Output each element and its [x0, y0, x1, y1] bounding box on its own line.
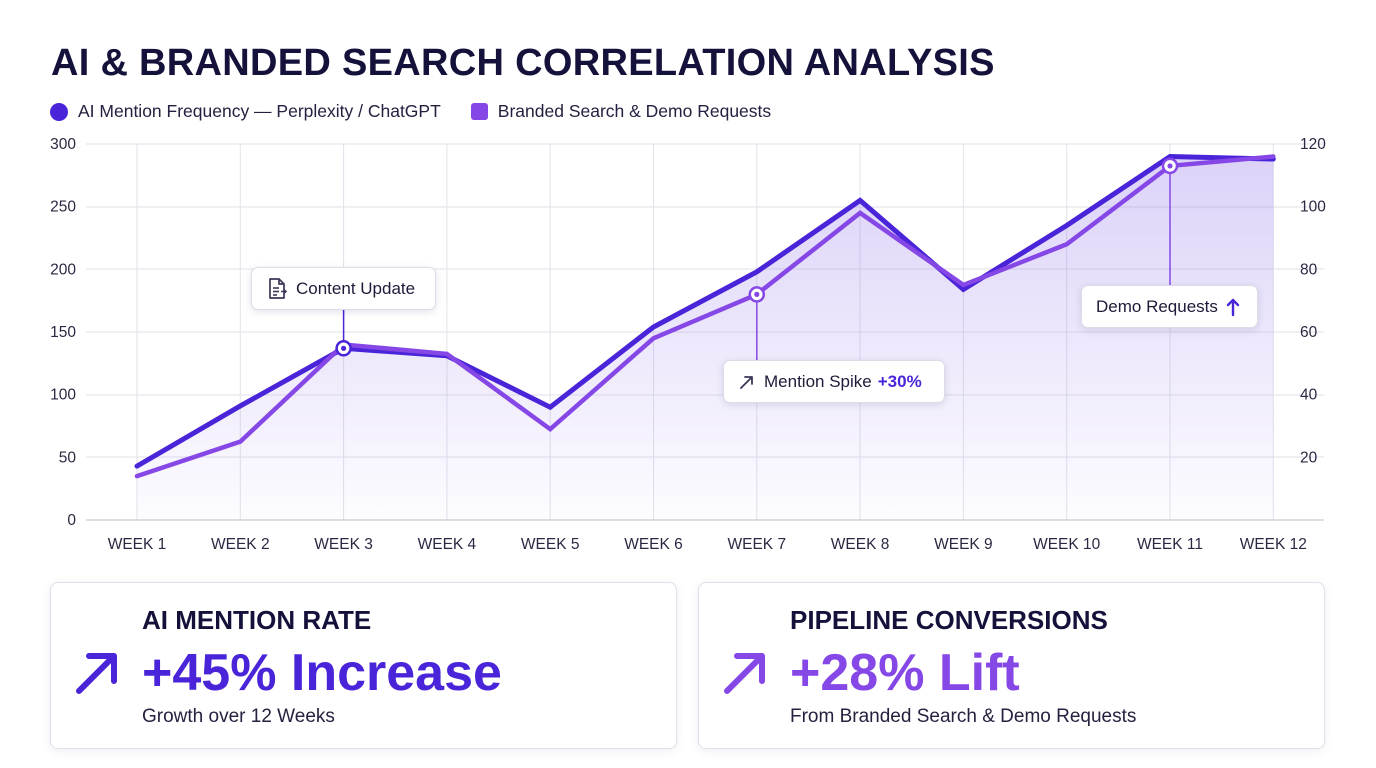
x-tick-label: WEEK 7	[728, 536, 787, 553]
x-tick-label: WEEK 3	[314, 536, 373, 553]
card-subtitle: From Branded Search & Demo Requests	[790, 706, 1137, 727]
card-title: PIPELINE CONVERSIONS	[790, 605, 1108, 635]
annotation-content-update: Content Update	[251, 267, 436, 310]
kpi-card-pipeline-conversions: PIPELINE CONVERSIONS +28% Lift From Bran…	[698, 582, 1325, 749]
legend-label: AI Mention Frequency — Perplexity / Chat…	[78, 101, 441, 121]
x-tick-label: WEEK 8	[831, 536, 890, 553]
x-tick-label: WEEK 1	[108, 536, 167, 553]
y-left-tick-label: 300	[50, 136, 76, 153]
annotation-demo-requests: Demo Requests	[1081, 285, 1258, 328]
x-tick-label: WEEK 6	[624, 536, 683, 553]
kpi-card-ai-mention-rate: AI MENTION RATE +45% Increase Growth ove…	[50, 582, 677, 749]
annotation-point-dot	[754, 291, 760, 297]
legend-item-ai-mentions: AI Mention Frequency — Perplexity / Chat…	[50, 101, 441, 122]
y-right-tick-label: 60	[1300, 324, 1318, 341]
annotation-highlight: +30%	[877, 371, 922, 391]
y-left-tick-label: 50	[59, 449, 77, 466]
annotation-label: Demo Requests	[1096, 296, 1218, 316]
chart-legend: AI Mention Frequency — Perplexity / Chat…	[50, 101, 801, 122]
card-subtitle: Growth over 12 Weeks	[142, 706, 335, 727]
chart-area-fill	[137, 156, 1274, 521]
y-right-tick-label: 40	[1300, 387, 1318, 404]
y-left-tick-label: 0	[67, 512, 76, 529]
x-tick-label: WEEK 9	[934, 536, 993, 553]
trend-up-arrow-icon	[75, 650, 121, 701]
y-right-tick-label: 20	[1300, 449, 1318, 466]
legend-circle-marker	[50, 102, 68, 121]
annotation-mention-spike: Mention Spike +30%	[723, 360, 945, 403]
y-left-tick-label: 200	[50, 261, 76, 278]
x-tick-label: WEEK 11	[1137, 536, 1203, 553]
trend-up-arrow-icon	[723, 650, 769, 701]
page-title: AI & BRANDED SEARCH CORRELATION ANALYSIS	[51, 42, 995, 84]
y-right-tick-label: 100	[1300, 199, 1326, 216]
line-chart: WEEK 1 WEEK 2 WEEK 3 WEEK 4 WEEK 5 WEEK 6 WEEK…	[50, 136, 1326, 553]
trend-up-arrow-icon	[738, 373, 756, 391]
x-tick-label: WEEK 2	[211, 536, 270, 553]
y-right-tick-label: 80	[1300, 261, 1318, 278]
series-line-branded-search	[134, 154, 1276, 479]
annotation-label: Mention Spike	[764, 371, 872, 391]
y-right-tick-label: 120	[1300, 136, 1326, 153]
card-title: AI MENTION RATE	[142, 605, 372, 635]
y-left-tick-label: 150	[50, 324, 76, 341]
y-left-tick-label: 250	[50, 199, 76, 216]
arrow-up-icon	[1226, 297, 1240, 317]
annotation-label: Content Update	[296, 278, 416, 298]
document-icon	[266, 277, 288, 301]
x-tick-label: WEEK 10	[1033, 536, 1101, 553]
legend-square-marker	[470, 103, 488, 120]
x-tick-label: WEEK 4	[418, 536, 477, 553]
annotation-point-dot	[341, 345, 347, 351]
legend-label: Branded Search & Demo Requests	[497, 101, 772, 121]
legend-item-branded-search: Branded Search & Demo Requests	[470, 101, 772, 122]
annotation-point-dot	[1167, 163, 1173, 169]
x-tick-label: WEEK 12	[1240, 536, 1307, 553]
card-value: +45% Increase	[142, 644, 502, 702]
y-left-tick-label: 100	[50, 387, 76, 404]
x-tick-label: WEEK 5	[521, 536, 580, 553]
card-value: +28% Lift	[790, 644, 1020, 702]
